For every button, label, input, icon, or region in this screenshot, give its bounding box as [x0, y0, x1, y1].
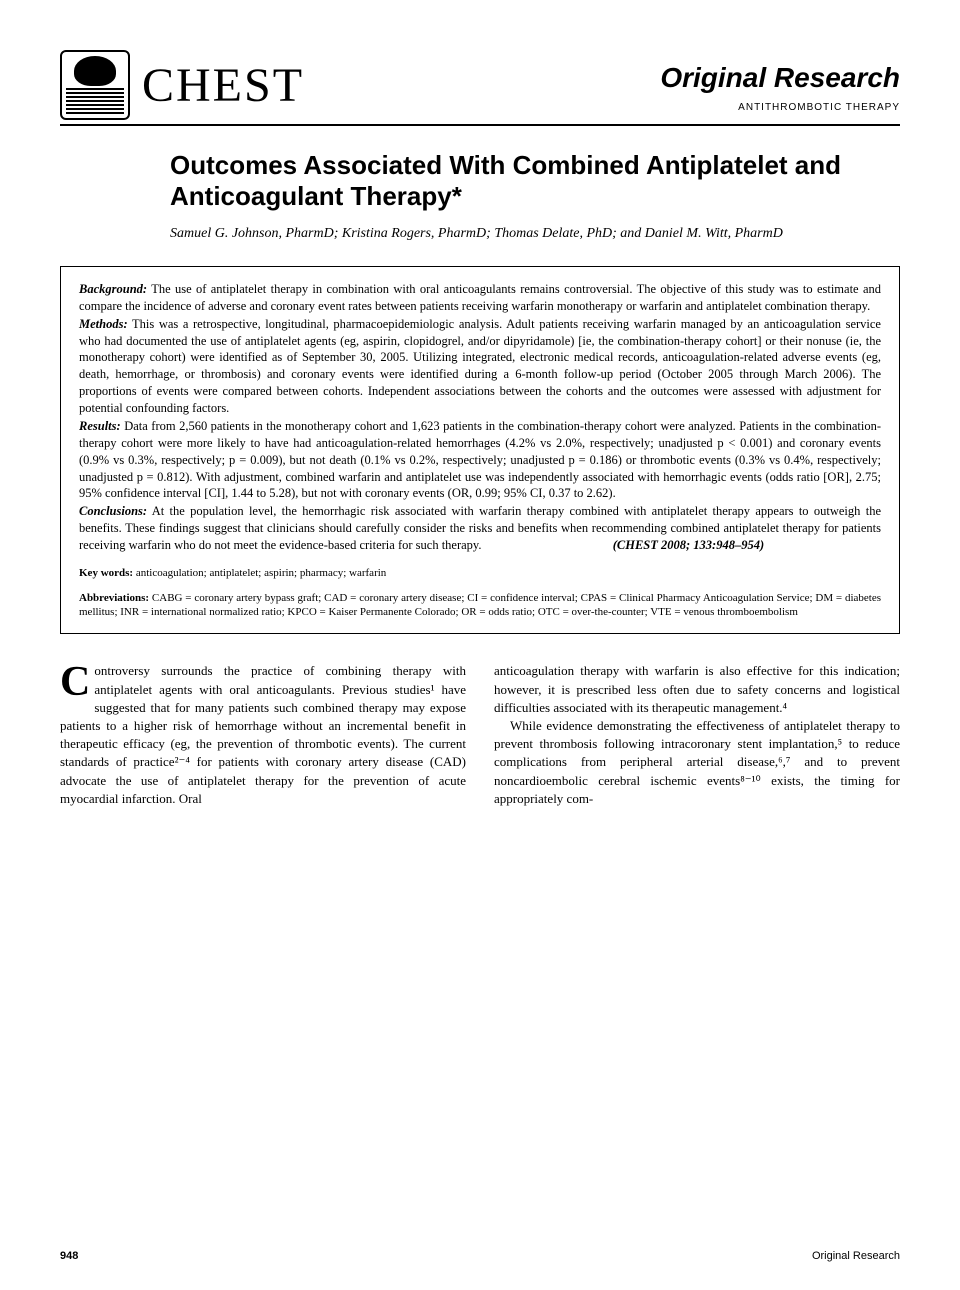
abbrev-label: Abbreviations: — [79, 592, 149, 604]
body-p1-text: ontroversy surrounds the practice of com… — [60, 663, 466, 805]
logo-stripes-icon — [66, 88, 124, 114]
keywords-label: Key words: — [79, 567, 133, 579]
abstract-methods: Methods: This was a retrospective, longi… — [79, 316, 881, 417]
keywords-row: Key words: anticoagulation; antiplatelet… — [79, 566, 881, 581]
abbrev-text: CABG = coronary artery bypass graft; CAD… — [79, 592, 881, 618]
abbreviations-row: Abbreviations: CABG = coronary artery by… — [79, 591, 881, 620]
results-text: Data from 2,560 patients in the monother… — [79, 419, 881, 501]
abstract-results: Results: Data from 2,560 patients in the… — [79, 418, 881, 502]
body-paragraph-3: While evidence demonstrating the effecti… — [494, 717, 900, 808]
subsection-label: ANTITHROMBOTIC THERAPY — [660, 102, 900, 113]
conclusions-label: Conclusions: — [79, 504, 147, 518]
page-footer: 948 Original Research — [60, 1250, 900, 1262]
results-label: Results: — [79, 419, 121, 433]
body-paragraph-1: Controversy surrounds the practice of co… — [60, 662, 466, 808]
body-column-left: Controversy surrounds the practice of co… — [60, 662, 466, 808]
body-column-right: anticoagulation therapy with warfarin is… — [494, 662, 900, 808]
methods-text: This was a retrospective, longitudinal, … — [79, 317, 881, 415]
citation: (CHEST 2008; 133:948–954) — [613, 538, 764, 552]
methods-label: Methods: — [79, 317, 128, 331]
masthead-left: CHEST — [60, 50, 304, 120]
background-text: The use of antiplatelet therapy in combi… — [79, 282, 881, 313]
body-paragraph-2: anticoagulation therapy with warfarin is… — [494, 662, 900, 717]
body-columns: Controversy surrounds the practice of co… — [60, 662, 900, 808]
masthead-right: Original Research ANTITHROMBOTIC THERAPY — [660, 50, 900, 113]
footer-section-label: Original Research — [812, 1250, 900, 1262]
author-list: Samuel G. Johnson, PharmD; Kristina Roge… — [170, 224, 900, 244]
article-title: Outcomes Associated With Combined Antipl… — [170, 150, 900, 212]
journal-logo — [60, 50, 130, 120]
abstract-box: Background: The use of antiplatelet ther… — [60, 266, 900, 634]
abstract-background: Background: The use of antiplatelet ther… — [79, 281, 881, 315]
page-number: 948 — [60, 1250, 78, 1262]
background-label: Background: — [79, 282, 147, 296]
section-type: Original Research — [660, 62, 900, 94]
keywords-text: anticoagulation; antiplatelet; aspirin; … — [136, 567, 386, 579]
abstract-conclusions: Conclusions: At the population level, th… — [79, 503, 881, 554]
journal-name: CHEST — [142, 58, 304, 113]
dropcap: C — [60, 662, 94, 701]
masthead: CHEST Original Research ANTITHROMBOTIC T… — [60, 50, 900, 126]
logo-bird-icon — [74, 56, 116, 86]
